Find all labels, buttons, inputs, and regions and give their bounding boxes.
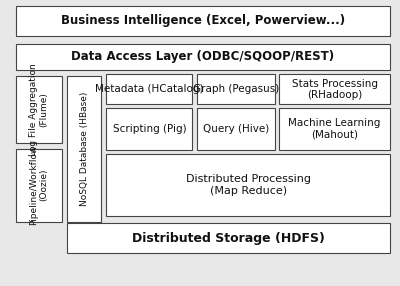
FancyBboxPatch shape: [106, 154, 390, 216]
Text: Distributed Storage (HDFS): Distributed Storage (HDFS): [132, 232, 325, 245]
FancyBboxPatch shape: [67, 223, 390, 253]
FancyBboxPatch shape: [197, 74, 275, 104]
FancyBboxPatch shape: [16, 149, 62, 222]
Text: Query (Hive): Query (Hive): [203, 124, 269, 134]
Text: Graph (Pegasus): Graph (Pegasus): [193, 84, 279, 94]
FancyBboxPatch shape: [106, 74, 192, 104]
Text: Metadata (HCatalog): Metadata (HCatalog): [95, 84, 204, 94]
Text: Stats Processing
(RHadoop): Stats Processing (RHadoop): [292, 79, 378, 100]
Text: Data Access Layer (ODBC/SQOOP/REST): Data Access Layer (ODBC/SQOOP/REST): [72, 50, 334, 63]
FancyBboxPatch shape: [197, 108, 275, 150]
FancyBboxPatch shape: [16, 44, 390, 70]
FancyBboxPatch shape: [16, 76, 62, 143]
FancyBboxPatch shape: [106, 108, 192, 150]
FancyBboxPatch shape: [67, 76, 101, 222]
Text: Scripting (Pig): Scripting (Pig): [112, 124, 186, 134]
Text: Machine Learning
(Mahout): Machine Learning (Mahout): [288, 118, 381, 140]
Text: Pipeline/Workflow
(Oozie): Pipeline/Workflow (Oozie): [29, 145, 49, 225]
Text: NoSQL Database (HBase): NoSQL Database (HBase): [80, 92, 89, 206]
Text: Distributed Processing
(Map Reduce): Distributed Processing (Map Reduce): [186, 174, 311, 196]
FancyBboxPatch shape: [16, 6, 390, 36]
FancyBboxPatch shape: [279, 108, 390, 150]
Text: Business Intelligence (Excel, Powerview...): Business Intelligence (Excel, Powerview.…: [61, 14, 345, 27]
Text: Log File Aggregation
(Flume): Log File Aggregation (Flume): [29, 63, 49, 156]
FancyBboxPatch shape: [279, 74, 390, 104]
